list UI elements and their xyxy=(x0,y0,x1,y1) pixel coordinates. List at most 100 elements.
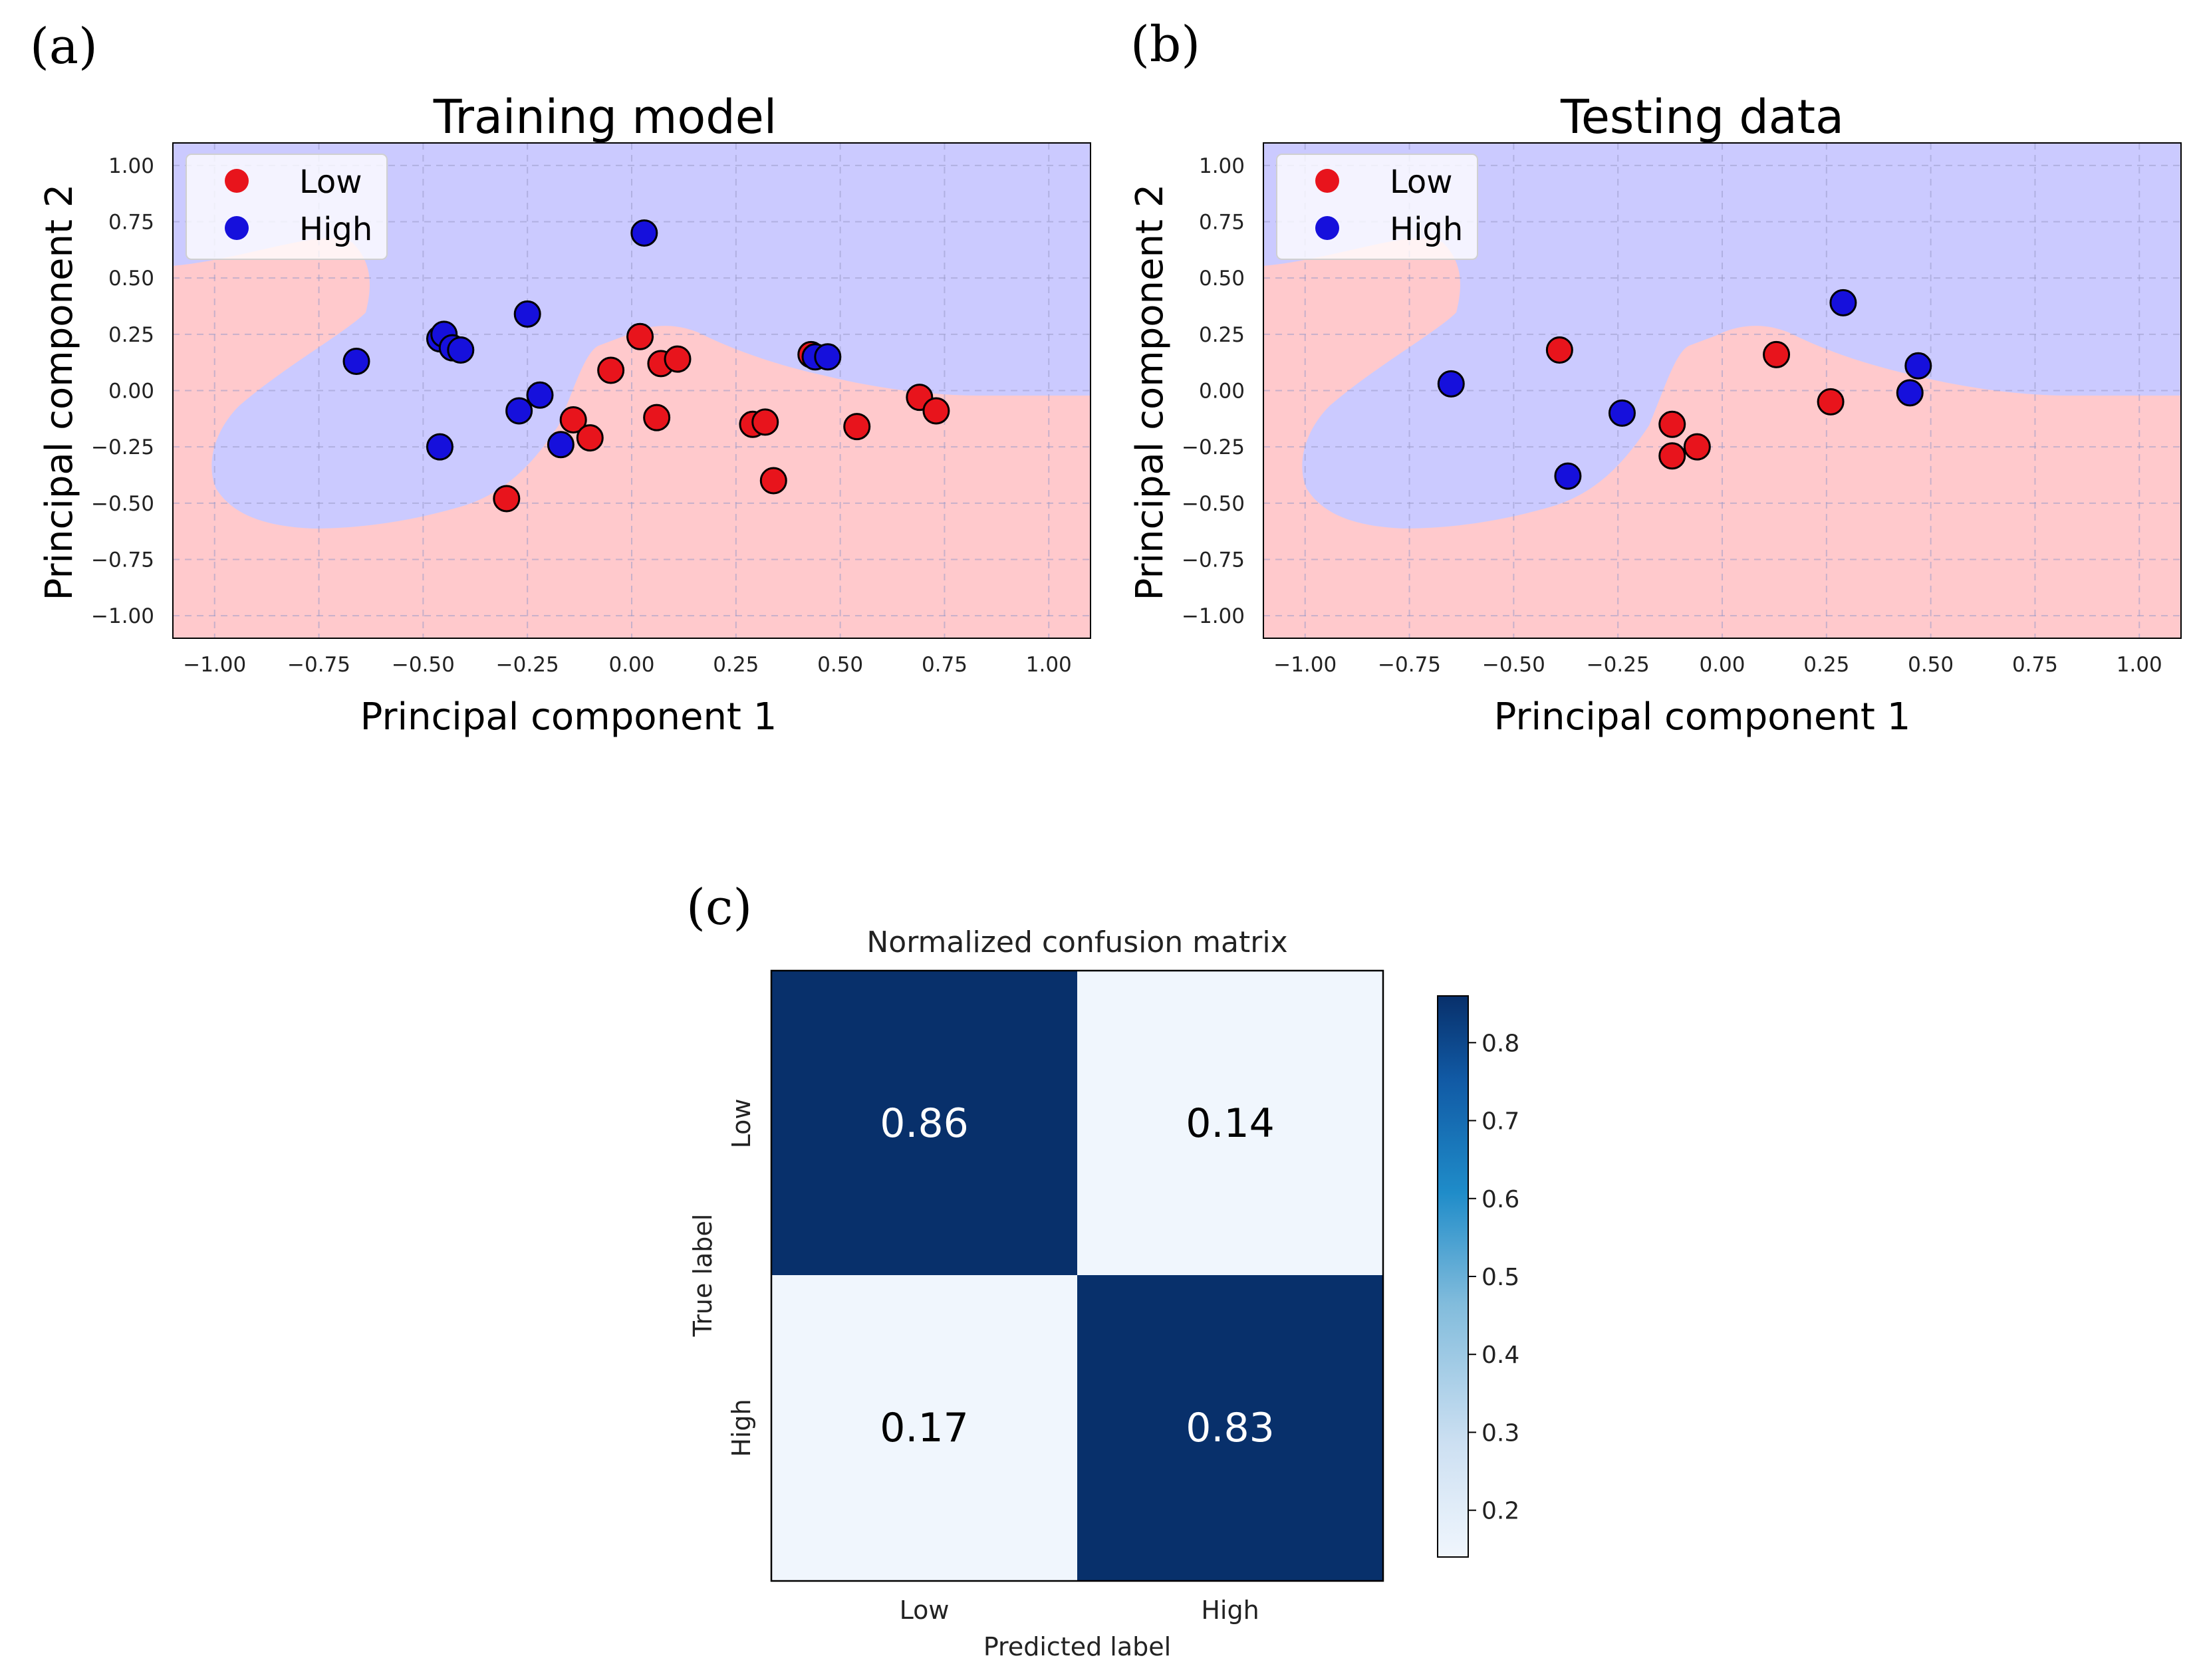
x-tick-label-b: −1.00 xyxy=(1273,653,1337,677)
legend-a: Low High xyxy=(186,154,388,260)
low-point-a xyxy=(664,345,692,373)
high-point-b xyxy=(1437,370,1465,398)
low-point-b xyxy=(1817,388,1845,416)
low-point-a xyxy=(493,485,521,513)
high-point-a xyxy=(513,300,541,328)
cm-value-high-high: 0.83 xyxy=(1186,1405,1275,1451)
x-tick-label-a: −0.75 xyxy=(287,653,350,677)
high-point-a xyxy=(630,219,658,247)
high-region-a xyxy=(173,143,1091,529)
y-tick-label-a: 1.00 xyxy=(108,154,154,178)
high-point-a xyxy=(342,347,370,375)
colorbar-tick-label: 0.2 xyxy=(1482,1498,1519,1525)
y-tick-label-a: −0.25 xyxy=(91,435,154,459)
chart-training-model: −1.00 −0.75 −0.50 −0.25 0.00 0.25 0.50 0.75 1.00… xyxy=(38,90,1091,739)
y-tick-label-b: −0.50 xyxy=(1182,492,1245,516)
cm-value-low-low: 0.86 xyxy=(880,1100,969,1147)
x-axis-label-b: Principal component 1 xyxy=(1494,695,1911,739)
points-a xyxy=(342,219,950,513)
low-point-a xyxy=(922,397,950,425)
x-tick-label-a: −1.00 xyxy=(183,653,246,677)
high-point-a xyxy=(526,381,554,409)
x-tick-label-b: −0.75 xyxy=(1378,653,1441,677)
x-tick-label-b: 0.00 xyxy=(1699,653,1745,677)
legend-low-label-b: Low xyxy=(1390,164,1453,201)
plot-frame-a xyxy=(172,142,1091,639)
chart-testing-data: −1.00 −0.75 −0.50 −0.25 0.00 0.25 0.50 0.75 1.00… xyxy=(1128,90,2182,739)
cm-y-axis-label: True label xyxy=(688,1214,717,1338)
legend-low-label-a: Low xyxy=(299,164,362,201)
low-point-b xyxy=(1658,442,1686,470)
panel-label-b: (b) xyxy=(1130,16,1200,73)
x-tick-label-a: 0.00 xyxy=(608,653,654,677)
cm-cell-high-low xyxy=(771,1275,1077,1581)
cm-x-axis-label: Predicted label xyxy=(983,1632,1171,1661)
x-tick-label-a: −0.25 xyxy=(496,653,559,677)
legend-high-marker-b xyxy=(1315,216,1339,240)
grid-b xyxy=(1263,143,2181,638)
x-tick-label-a: 1.00 xyxy=(1026,653,1072,677)
low-point-b xyxy=(1545,336,1573,364)
colorbar-tick-label: 0.6 xyxy=(1482,1186,1519,1213)
y-tick-label-a: −1.00 xyxy=(91,604,154,628)
colorbar xyxy=(1437,995,1469,1558)
cm-cell-low-low xyxy=(771,971,1077,1275)
x-axis-label-a: Principal component 1 xyxy=(360,695,777,739)
cm-y-tick-low: Low xyxy=(727,1099,756,1149)
high-point-a xyxy=(447,336,475,364)
points-b xyxy=(1437,289,1932,490)
y-tick-label-b: 0.25 xyxy=(1199,323,1245,347)
x-tick-label-a: 0.50 xyxy=(817,653,863,677)
y-tick-label-b: 0.50 xyxy=(1199,267,1245,291)
x-tick-label-b: 0.50 xyxy=(1908,653,1954,677)
y-tick-label-a: 0.25 xyxy=(108,323,154,347)
legend-low-marker-a xyxy=(225,169,249,193)
x-tick-label-b: 0.75 xyxy=(2012,653,2058,677)
y-tick-label-a: 0.75 xyxy=(108,211,154,235)
low-point-a xyxy=(597,356,625,384)
x-tick-label-b: 1.00 xyxy=(2117,653,2162,677)
colorbar-tick-label: 0.5 xyxy=(1482,1264,1519,1291)
cm-x-tick-low: Low xyxy=(900,1596,950,1625)
y-tick-label-b: 1.00 xyxy=(1199,154,1245,178)
low-point-b xyxy=(1763,340,1791,368)
cm-title: Normalized confusion matrix xyxy=(866,925,1287,959)
colorbar-tick-label: 0.7 xyxy=(1482,1108,1519,1136)
y-axis-label-b: Principal component 2 xyxy=(1128,184,1172,601)
y-tick-label-b: −0.75 xyxy=(1182,548,1245,572)
panel-label-c: (c) xyxy=(686,879,752,936)
low-point-a xyxy=(759,467,787,495)
y-tick-label-a: 0.00 xyxy=(108,380,154,404)
y-tick-label-a: −0.50 xyxy=(91,492,154,516)
low-point-a xyxy=(576,424,604,452)
high-point-b xyxy=(1608,399,1636,427)
cm-frame xyxy=(770,969,1384,1582)
y-tick-label-b: −0.25 xyxy=(1182,435,1245,459)
grid-a xyxy=(173,143,1091,638)
legend-high-label-a: High xyxy=(299,211,372,248)
chart-title-a: Training model xyxy=(433,90,777,144)
low-point-a xyxy=(843,413,871,441)
y-tick-label-b: 0.00 xyxy=(1199,380,1245,404)
colorbar-tick-label: 0.4 xyxy=(1482,1342,1519,1369)
colorbar-tick-label: 0.3 xyxy=(1482,1419,1519,1447)
high-point-b xyxy=(1896,379,1924,407)
y-tick-label-b: 0.75 xyxy=(1199,211,1245,235)
low-point-a xyxy=(559,406,587,434)
low-point-b xyxy=(1683,433,1711,461)
ticks-b: −1.00 −0.75 −0.50 −0.25 0.00 0.25 0.50 0.75 1.00… xyxy=(1182,154,2162,677)
ticks-a: −1.00 −0.75 −0.50 −0.25 0.00 0.25 0.50 0.75 1.00… xyxy=(91,154,1072,677)
low-point-a xyxy=(643,404,671,431)
high-point-b xyxy=(1554,462,1582,490)
high-point-a xyxy=(505,397,533,425)
chart-title-b: Testing data xyxy=(1560,90,1844,144)
low-point-b xyxy=(1658,410,1686,438)
high-point-b xyxy=(1904,352,1932,380)
high-point-a xyxy=(814,343,842,371)
y-tick-label-a: −0.75 xyxy=(91,548,154,572)
x-tick-label-a: 0.25 xyxy=(713,653,759,677)
cm-cell-low-high xyxy=(1077,971,1383,1275)
panel-label-a: (a) xyxy=(30,18,98,75)
y-tick-label-b: −1.00 xyxy=(1182,604,1245,628)
